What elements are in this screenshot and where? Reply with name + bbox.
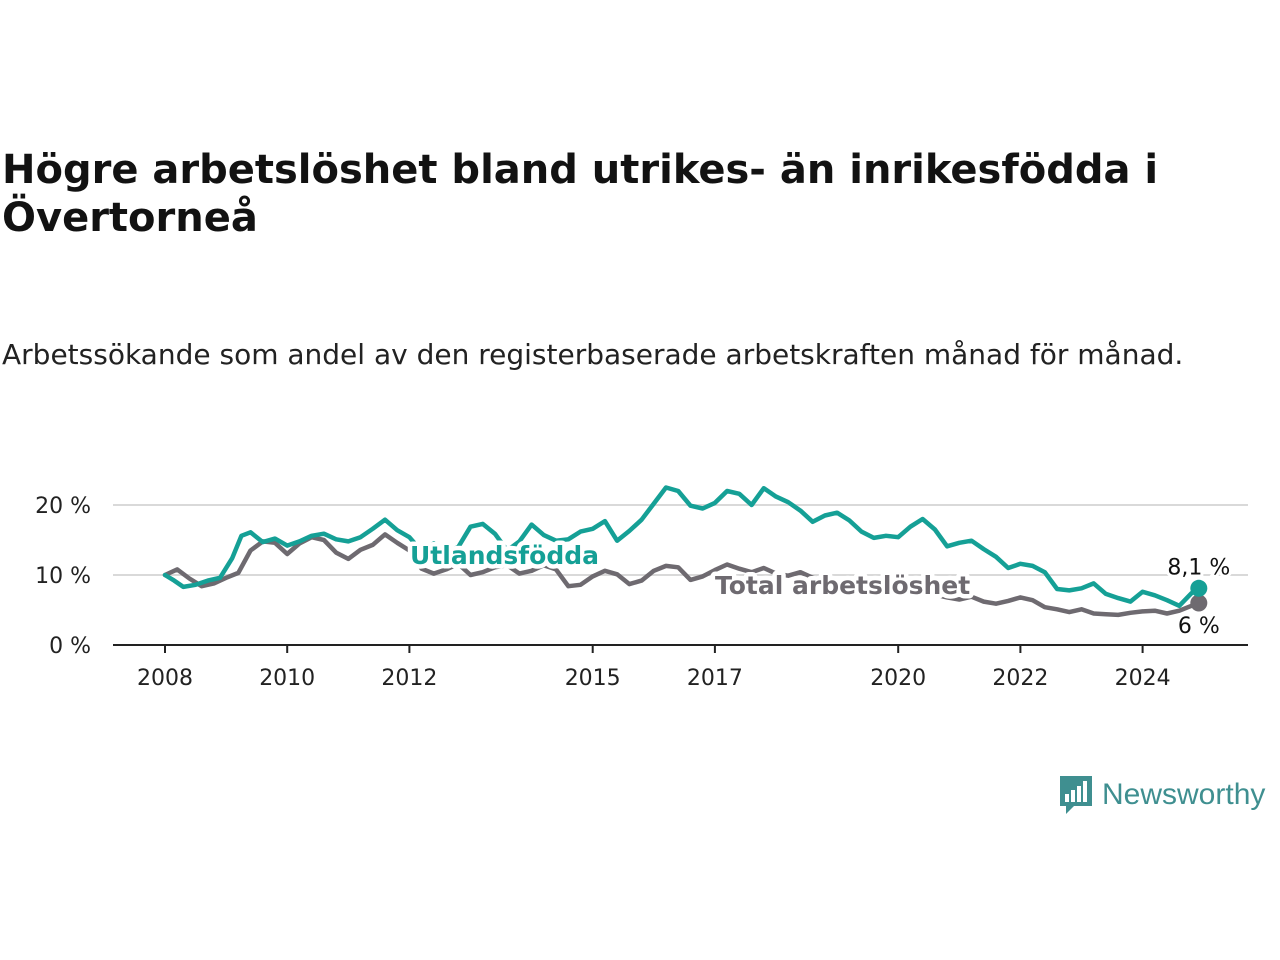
total-end-marker [1190, 594, 1208, 612]
chart-title: Högre arbetslöshet bland utrikes- än inr… [2, 147, 1159, 241]
total-end-value: 6 % [1178, 614, 1220, 639]
series-lines [162, 485, 1208, 618]
total-line [162, 532, 1202, 618]
y-tick-label: 20 % [35, 494, 91, 519]
utlandsfodda-end-marker [1190, 579, 1208, 597]
x-tick-label: 2015 [565, 666, 621, 691]
x-tick-label: 2020 [870, 666, 926, 691]
utlandsfodda-label: Utlandsfödda [410, 541, 599, 570]
x-axis: 2008 2010 2012 2015 2017 2020 2022 2024 [113, 644, 1248, 691]
x-tick-label: 2012 [381, 666, 437, 691]
brand-name: Newsworthy [1102, 778, 1266, 811]
bar-chart-speech-bubble-icon [1060, 776, 1092, 814]
x-tick-label: 2022 [992, 666, 1048, 691]
x-tick-label: 2008 [137, 666, 193, 691]
series-labels: Utlandsfödda Total arbetslöshet 8,1 % 6 % [406, 537, 1234, 643]
y-tick-label: 10 % [35, 564, 91, 589]
y-tick-label: 0 % [49, 634, 91, 659]
y-axis: 0 % 10 % 20 % [35, 494, 91, 659]
chart-subtitle: Arbetssökande som andel av den registerb… [2, 338, 1184, 371]
x-tick-label: 2017 [687, 666, 743, 691]
utlandsfodda-line [162, 485, 1202, 609]
x-tick-label: 2024 [1115, 666, 1171, 691]
line-chart: 0 % 10 % 20 % 2008 2010 2012 2015 2017 2020 2022… [35, 485, 1248, 691]
total-label: Total arbetslöshet [715, 571, 970, 600]
newsworthy-logo: Newsworthy [1058, 772, 1265, 818]
utlandsfodda-end-value: 8,1 % [1167, 555, 1230, 580]
x-tick-label: 2010 [259, 666, 315, 691]
grid-lines [113, 504, 1248, 576]
